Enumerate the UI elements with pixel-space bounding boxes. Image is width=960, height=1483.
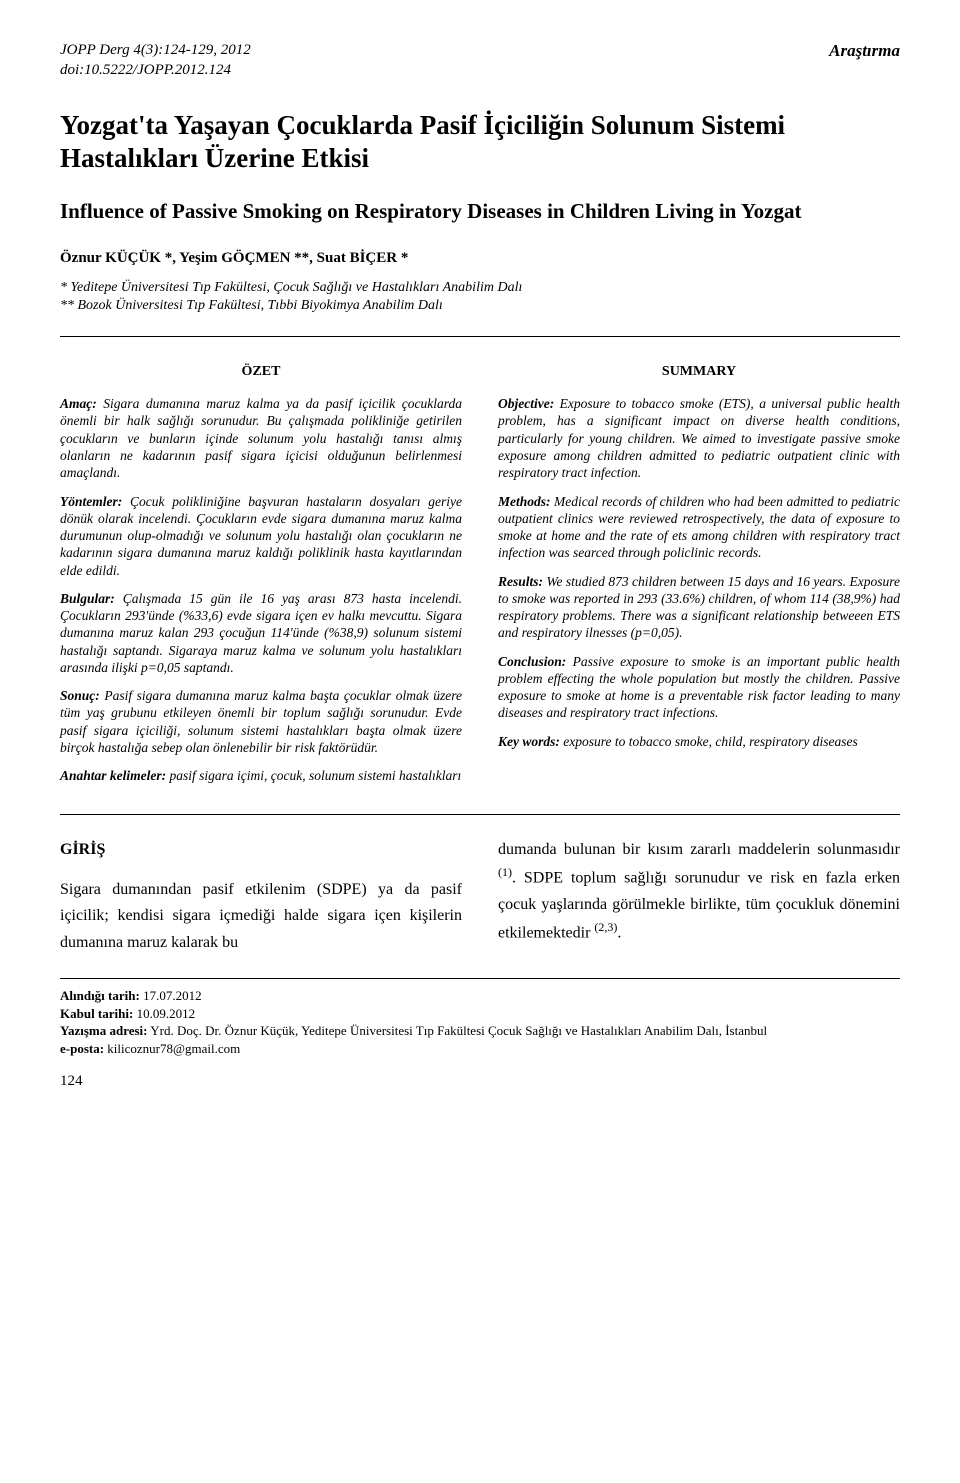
divider	[60, 978, 900, 979]
summary-keywords: Key words: exposure to tobacco smoke, ch…	[498, 733, 900, 750]
ozet-column: ÖZET Amaç: Sigara dumanına maruz kalma y…	[60, 363, 462, 795]
journal-line: JOPP Derg 4(3):124-129, 2012	[60, 40, 251, 60]
affiliation-2: ** Bozok Üniversitesi Tıp Fakültesi, Tıb…	[60, 297, 900, 316]
body-left-column: GİRİŞ Sigara dumanından pasif etkilenim …	[60, 837, 462, 957]
authors-line: Öznur KÜÇÜK *, Yeşim GÖÇMEN **, Suat BİÇ…	[60, 248, 900, 268]
affiliations: * Yeditepe Üniversitesi Tıp Fakültesi, Ç…	[60, 279, 900, 317]
body-left-para: Sigara dumanından pasif etkilenim (SDPE)…	[60, 877, 462, 956]
article-footer: Alındığı tarih: 17.07.2012 Kabul tarihi:…	[60, 987, 900, 1057]
body-right-column: dumanda bulunan bir kısım zararlı maddel…	[498, 837, 900, 957]
abstract-columns: ÖZET Amaç: Sigara dumanına maruz kalma y…	[60, 363, 900, 795]
affiliation-1: * Yeditepe Üniversitesi Tıp Fakültesi, Ç…	[60, 279, 900, 298]
summary-heading: SUMMARY	[498, 363, 900, 381]
accepted-date: Kabul tarihi: 10.09.2012	[60, 1005, 900, 1023]
summary-results: Results: We studied 873 children between…	[498, 573, 900, 642]
received-date: Alındığı tarih: 17.07.2012	[60, 987, 900, 1005]
body-right-para: dumanda bulunan bir kısım zararlı maddel…	[498, 837, 900, 947]
divider	[60, 336, 900, 337]
ozet-sonuc: Sonuç: Pasif sigara dumanına maruz kalma…	[60, 687, 462, 756]
citation-1: (1)	[498, 865, 512, 879]
ozet-bulgular: Bulgular: Çalışmada 15 gün ile 16 yaş ar…	[60, 590, 462, 676]
article-type: Araştırma	[829, 40, 900, 63]
page-number: 124	[60, 1071, 900, 1091]
summary-conclusion: Conclusion: Passive exposure to smoke is…	[498, 653, 900, 722]
doi-line: doi:10.5222/JOPP.2012.124	[60, 60, 251, 80]
ozet-amac: Amaç: Sigara dumanına maruz kalma ya da …	[60, 395, 462, 481]
journal-info: JOPP Derg 4(3):124-129, 2012 doi:10.5222…	[60, 40, 251, 81]
correspondence: Yazışma adresi: Yrd. Doç. Dr. Öznur Küçü…	[60, 1022, 900, 1040]
article-title-tr: Yozgat'ta Yaşayan Çocuklarda Pasif İçici…	[60, 109, 900, 177]
summary-methods: Methods: Medical records of children who…	[498, 493, 900, 562]
summary-column: SUMMARY Objective: Exposure to tobacco s…	[498, 363, 900, 795]
citation-2-3: (2,3)	[594, 920, 617, 934]
body-columns: GİRİŞ Sigara dumanından pasif etkilenim …	[60, 837, 900, 957]
summary-objective: Objective: Exposure to tobacco smoke (ET…	[498, 395, 900, 481]
ozet-heading: ÖZET	[60, 363, 462, 381]
ozet-yontemler: Yöntemler: Çocuk polikliniğine başvuran …	[60, 493, 462, 579]
running-header: JOPP Derg 4(3):124-129, 2012 doi:10.5222…	[60, 40, 900, 81]
giris-heading: GİRİŞ	[60, 837, 462, 863]
ozet-anahtar: Anahtar kelimeler: pasif sigara içimi, ç…	[60, 767, 462, 784]
email: e-posta: kilicoznur78@gmail.com	[60, 1040, 900, 1058]
divider	[60, 814, 900, 815]
article-title-en: Influence of Passive Smoking on Respirat…	[60, 198, 900, 224]
